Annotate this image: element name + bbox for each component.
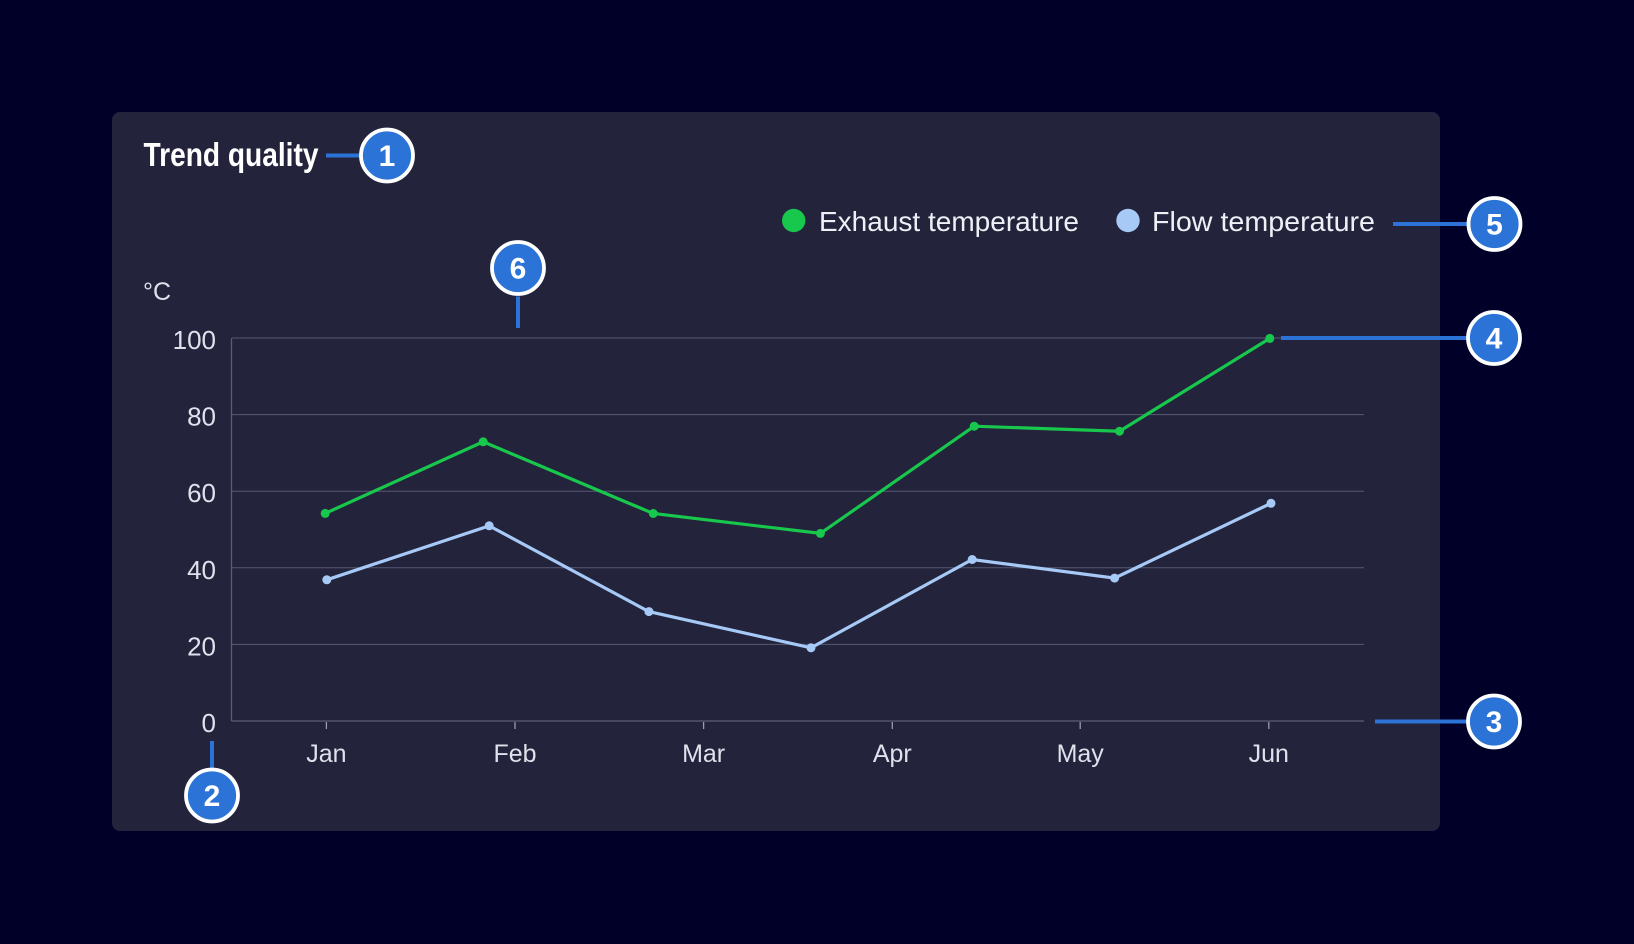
svg-text:3: 3 bbox=[1486, 706, 1503, 739]
svg-text:5: 5 bbox=[1486, 209, 1503, 242]
svg-text:100: 100 bbox=[173, 325, 216, 355]
svg-text:Flow temperature: Flow temperature bbox=[1152, 206, 1375, 237]
svg-text:6: 6 bbox=[510, 253, 527, 286]
svg-text:Apr: Apr bbox=[873, 740, 912, 768]
svg-text:Trend quality: Trend quality bbox=[144, 136, 320, 173]
svg-text:Jan: Jan bbox=[306, 740, 346, 768]
svg-text:60: 60 bbox=[187, 478, 216, 508]
svg-text:Mar: Mar bbox=[682, 740, 725, 768]
svg-text:°C: °C bbox=[143, 278, 171, 306]
svg-text:Exhaust temperature: Exhaust temperature bbox=[819, 206, 1079, 237]
svg-text:80: 80 bbox=[187, 402, 216, 432]
svg-text:20: 20 bbox=[187, 631, 216, 661]
svg-text:1: 1 bbox=[379, 140, 396, 173]
svg-text:2: 2 bbox=[204, 780, 221, 813]
svg-text:Feb: Feb bbox=[493, 740, 536, 768]
svg-text:4: 4 bbox=[1486, 323, 1503, 356]
svg-text:0: 0 bbox=[202, 708, 216, 738]
svg-text:40: 40 bbox=[187, 555, 216, 585]
svg-text:May: May bbox=[1057, 740, 1105, 768]
svg-text:Jun: Jun bbox=[1249, 740, 1289, 768]
